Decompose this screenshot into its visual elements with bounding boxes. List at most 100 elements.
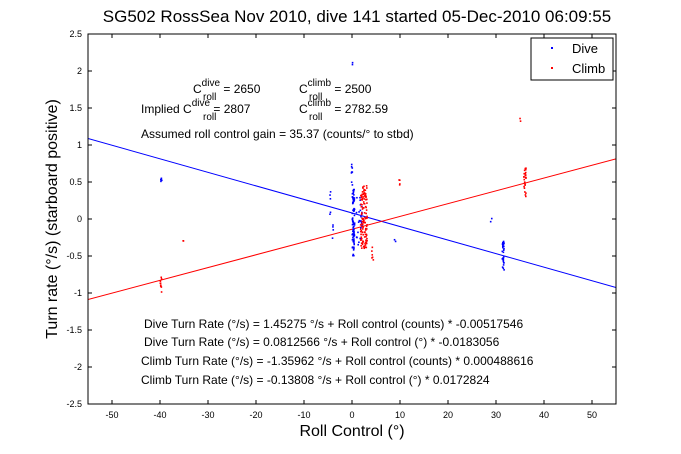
point-climb: [159, 280, 162, 282]
point-dive: [352, 253, 355, 256]
y-tick-label: -2: [74, 362, 82, 372]
point-dive: [352, 226, 355, 229]
point-climb: [360, 237, 363, 240]
point-dive: [352, 233, 354, 235]
point-dive: [502, 241, 505, 244]
point-climb: [399, 183, 401, 185]
point-dive: [351, 219, 354, 221]
point-dive: [359, 237, 361, 240]
point-climb: [363, 202, 365, 205]
point-climb: [365, 233, 368, 236]
point-climb: [363, 198, 366, 200]
point-dive: [360, 221, 363, 224]
fit-line-climb: [88, 158, 616, 301]
point-climb: [362, 220, 365, 222]
point-dive: [501, 245, 504, 248]
point-climb: [364, 242, 366, 245]
point-climb: [159, 282, 162, 284]
point-climb: [366, 239, 368, 242]
point-dive: [502, 260, 505, 263]
point-climb: [365, 185, 368, 187]
point-dive: [160, 178, 162, 181]
point-dive: [352, 236, 354, 239]
point-climb: [366, 223, 368, 226]
point-dive: [502, 246, 504, 249]
point-dive: [394, 240, 397, 243]
legend-marker-dive: [551, 47, 553, 49]
point-climb: [363, 192, 366, 194]
point-dive: [503, 245, 505, 248]
point-climb: [525, 192, 527, 194]
point-dive: [353, 247, 355, 250]
point-dive: [352, 249, 355, 251]
point-climb: [361, 212, 363, 214]
point-climb: [360, 233, 362, 236]
point-dive: [360, 215, 362, 218]
point-climb: [366, 198, 368, 201]
point-dive: [351, 192, 354, 195]
point-climb: [524, 174, 527, 176]
point-dive: [501, 250, 504, 253]
point-climb: [364, 227, 367, 230]
point-climb: [362, 187, 364, 189]
point-climb: [360, 213, 363, 216]
point-dive: [356, 196, 358, 199]
y-tick-label: 2.5: [69, 29, 82, 39]
x-tick-label: 0: [349, 410, 354, 420]
point-dive: [351, 246, 354, 249]
point-dive: [353, 194, 355, 196]
point-dive: [331, 237, 334, 239]
point-climb: [364, 216, 366, 219]
annotation-fit-dive-counts: Dive Turn Rate (°/s) = 1.45275 °/s + Rol…: [144, 317, 523, 331]
point-dive: [502, 251, 505, 254]
annotation-implied-dive-sub: roll: [203, 112, 216, 123]
point-climb: [364, 195, 366, 198]
point-climb: [523, 187, 526, 189]
point-climb: [360, 247, 363, 249]
point-climb: [361, 220, 363, 223]
point-dive: [332, 229, 335, 231]
y-tick-label: 0: [77, 214, 82, 224]
point-climb: [371, 250, 373, 252]
point-climb: [362, 240, 364, 242]
point-climb: [361, 208, 364, 210]
point-climb: [361, 203, 363, 206]
point-dive: [332, 226, 334, 228]
point-dive: [350, 172, 353, 174]
point-climb: [160, 291, 163, 293]
point-climb: [366, 202, 368, 204]
point-dive: [351, 167, 354, 169]
point-dive: [502, 244, 504, 247]
point-climb: [524, 194, 527, 196]
point-climb: [362, 193, 365, 196]
x-tick-label: 10: [395, 410, 405, 420]
point-climb: [360, 236, 363, 238]
point-climb: [525, 177, 527, 179]
point-climb: [365, 209, 368, 211]
point-dive: [351, 212, 354, 215]
x-tick-label: -10: [297, 410, 310, 420]
point-dive: [351, 61, 354, 64]
point-climb: [398, 184, 401, 186]
y-tick-label: 1: [77, 140, 82, 150]
point-climb: [363, 207, 365, 209]
point-climb: [364, 233, 367, 236]
point-dive: [353, 210, 355, 212]
y-axis-label: Turn rate (°/s) (starboard positive): [44, 99, 61, 339]
point-dive: [353, 238, 355, 240]
point-dive: [351, 238, 354, 241]
point-climb: [524, 172, 526, 175]
point-climb: [363, 245, 366, 247]
y-tick-label: -1: [74, 288, 82, 298]
point-dive: [352, 254, 354, 257]
x-tick-label: 50: [587, 410, 597, 420]
point-dive: [361, 224, 363, 227]
point-climb: [362, 186, 364, 188]
point-dive: [502, 257, 504, 259]
point-climb: [364, 229, 367, 231]
point-dive: [502, 259, 505, 262]
point-climb: [362, 221, 365, 224]
point-dive: [360, 220, 363, 222]
annotation-gain: Assumed roll control gain = 35.37 (count…: [141, 127, 414, 141]
